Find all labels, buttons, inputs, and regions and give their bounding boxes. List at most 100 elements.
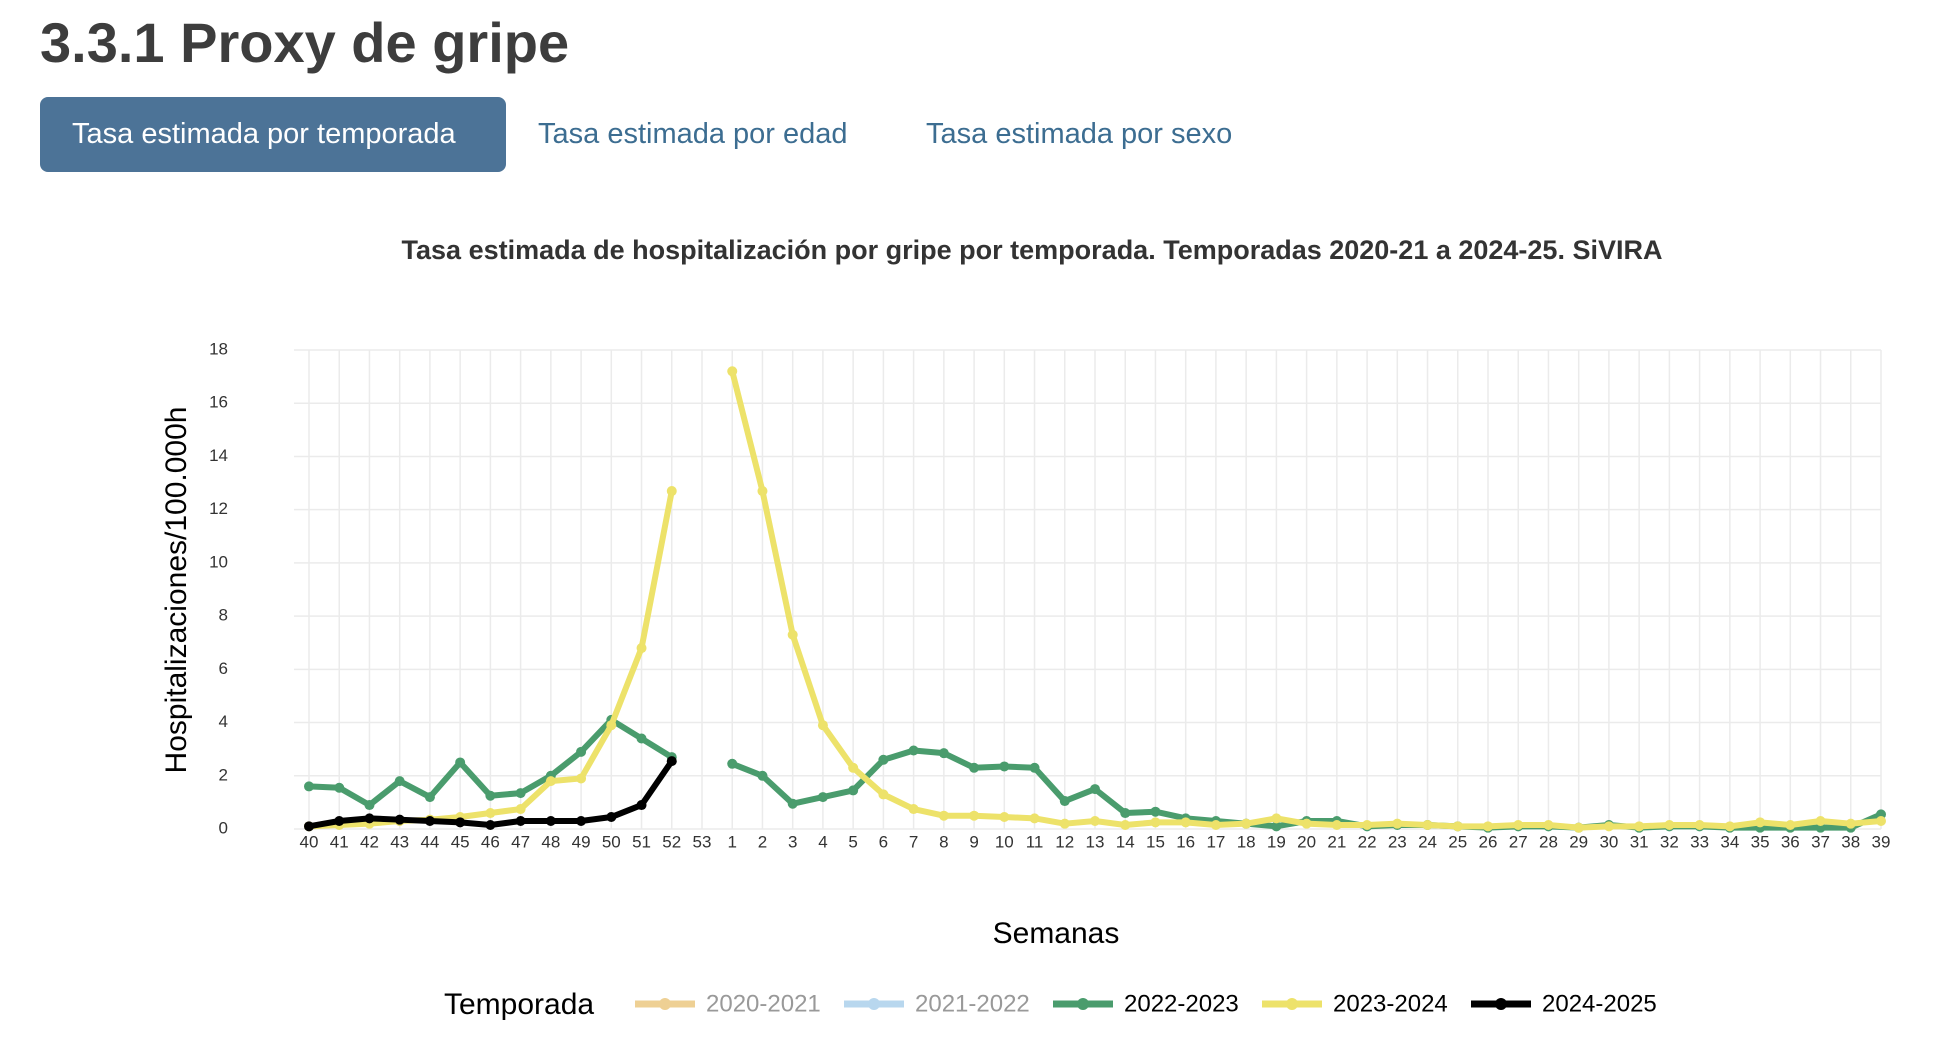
x-tick-label: 48 [541,832,560,851]
data-point [938,748,949,759]
data-point [636,800,647,811]
data-point [485,790,496,801]
legend-title: Temporada [444,988,594,1021]
data-point [304,821,314,832]
tab[interactable]: Tasa estimada por sexo [926,118,1233,150]
data-point [1180,817,1191,828]
x-tick-label: 49 [572,832,591,851]
x-tick-label: 5 [848,832,857,851]
tab[interactable]: Tasa estimada por edad [538,118,848,150]
data-point [636,643,647,654]
x-tick-label: 53 [693,832,712,851]
data-point [515,804,526,815]
x-tick-label: 11 [1026,832,1044,851]
y-tick-label: 14 [209,446,228,465]
y-tick-label: 6 [219,659,228,678]
page-title: 3.3.1 Proxy de gripe [40,11,570,74]
data-point [334,782,345,793]
x-tick-label: 28 [1539,832,1558,851]
data-point [787,629,798,640]
x-tick-label: 14 [1116,832,1135,851]
data-point [576,816,587,827]
x-tick-label: 51 [632,832,651,851]
data-point [1210,820,1221,831]
x-tick-label: 31 [1630,832,1649,851]
tab[interactable]: Tasa estimada por temporada [40,97,506,172]
x-tick-label: 18 [1237,832,1256,851]
x-tick-label: 16 [1176,832,1195,851]
x-tick-label: 9 [969,832,978,851]
data-point [1815,816,1826,827]
data-point [817,792,828,803]
data-point [1785,820,1796,831]
data-point [848,785,859,796]
x-tick-label: 52 [662,832,681,851]
data-point [364,800,375,811]
data-point [817,720,828,731]
data-point [1724,821,1735,832]
data-point [485,808,496,819]
data-point [364,813,375,824]
data-point [394,776,405,787]
data-point [848,762,859,773]
x-tick-label: 37 [1811,832,1830,851]
y-tick-label: 18 [209,339,228,358]
data-point [1271,813,1282,824]
y-tick-label: 12 [209,499,228,518]
data-point [1090,784,1100,795]
data-point [1271,821,1282,832]
data-point [455,757,466,768]
x-tick-label: 25 [1448,832,1467,851]
data-point [1241,818,1252,829]
x-tick-label: 26 [1479,832,1498,851]
legend-label: 2024-2025 [1542,990,1657,1017]
y-axis-label: Hospitalizaciones/100.000h [160,407,193,774]
chart-title: Tasa estimada de hospitalización por gri… [402,235,1663,265]
data-point [1150,806,1161,817]
data-point [1452,821,1463,832]
data-point [787,798,798,809]
legend-swatch [1077,998,1089,1010]
data-point [576,746,587,757]
data-point [515,788,526,799]
legend-swatch [659,998,671,1010]
data-point [1029,813,1040,824]
x-tick-label: 33 [1690,832,1709,851]
x-tick-label: 17 [1206,832,1225,851]
data-point [1603,821,1614,832]
data-point [878,789,889,800]
data-point [1543,820,1554,831]
data-point [545,776,556,787]
x-tick-label: 39 [1872,832,1891,851]
data-point [545,816,556,827]
y-tick-label: 8 [219,606,228,625]
data-point [424,816,435,827]
x-tick-label: 12 [1055,832,1074,851]
x-tick-label: 35 [1751,832,1770,851]
x-tick-label: 7 [909,832,918,851]
y-tick-label: 2 [219,765,228,784]
x-tick-label: 2 [758,832,767,851]
data-point [666,486,677,497]
x-tick-label: 20 [1297,832,1316,851]
data-point [757,486,768,497]
data-point [1090,816,1100,827]
x-tick-label: 4 [818,832,827,851]
data-point [606,720,617,731]
data-point [969,810,980,821]
x-tick-label: 50 [602,832,621,851]
x-tick-label: 27 [1509,832,1528,851]
data-point [1876,816,1886,827]
x-tick-label: 46 [481,832,500,851]
data-point [1392,818,1403,829]
legend-label: 2023-2024 [1333,990,1448,1017]
data-point [1362,820,1373,831]
legend-label: 2020-2021 [706,990,821,1017]
data-point [999,812,1010,823]
data-point [1120,820,1131,831]
y-tick-label: 16 [209,393,228,412]
data-point [1483,821,1493,832]
y-tick-label: 0 [219,818,228,837]
data-point [515,816,526,827]
data-point [304,781,314,792]
